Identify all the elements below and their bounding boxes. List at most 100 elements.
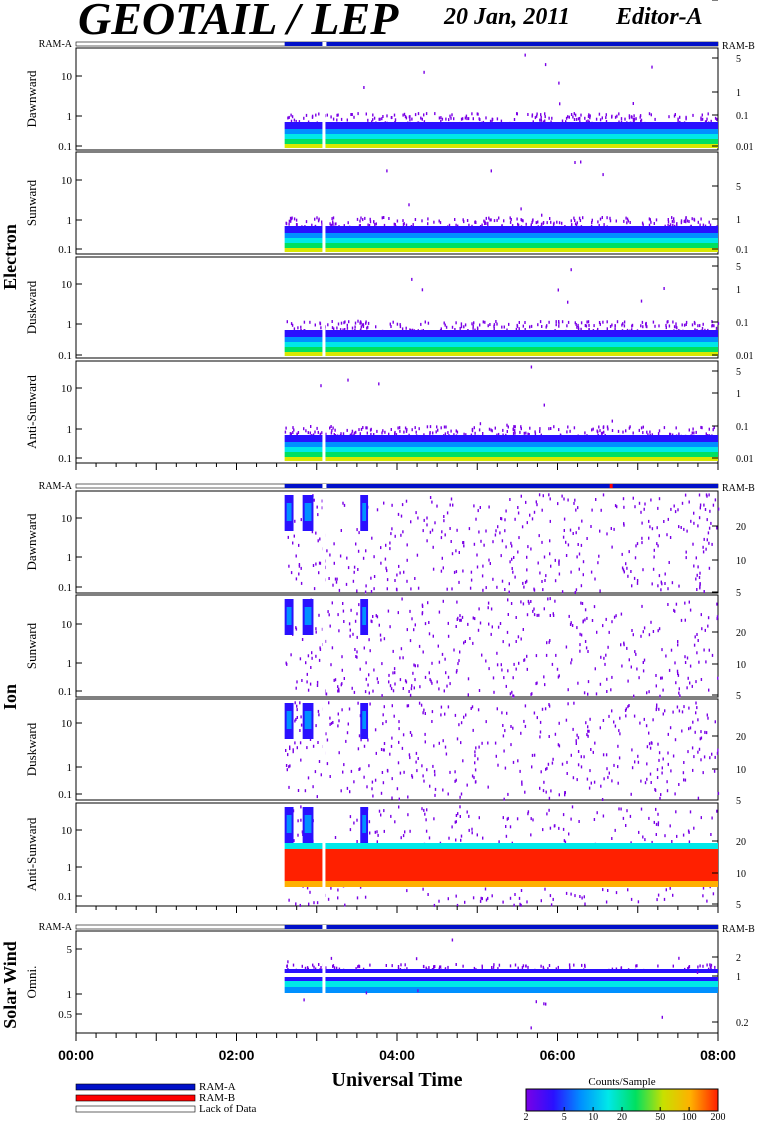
spectrogram-specks [700,217,702,221]
spectrogram-specks [439,965,442,969]
spectrogram-specks [474,750,476,754]
spectrogram-specks [355,967,357,971]
spectrogram-specks [611,675,613,679]
spectrogram-specks [571,624,574,627]
spectrogram-specks [423,70,425,74]
spectrogram-specks [298,563,301,566]
spectrogram-specks [658,534,660,538]
spectrogram-specks [520,427,522,431]
spectrogram-specks [585,324,588,328]
spectrogram-specks [467,117,470,121]
spectrogram-specks [346,731,349,735]
spectrogram-specks [657,893,660,897]
spectrogram-specks [457,662,459,666]
spectrogram-specks [456,669,458,672]
spectrogram-specks [517,223,520,227]
spectrogram-specks [476,565,479,569]
spectrogram-specks [573,426,576,430]
spectrogram-specks [356,217,359,221]
spectrogram-specks [532,609,534,613]
spectrogram-specks [295,218,298,222]
spectrogram-specks [577,763,580,767]
spectrogram-specks [458,551,460,554]
spectrogram-specks [484,887,487,891]
spectrogram-specks [677,672,679,675]
spectrogram-specks [349,815,352,819]
spectrogram-specks [311,530,314,534]
spectrogram-specks [373,575,376,578]
spectrogram-specks [602,624,604,628]
spectrogram-specks [517,511,520,515]
spectrogram-specks [614,828,616,832]
left-tick-label: 1 [67,552,73,564]
spectrogram-specks [289,745,291,749]
spectrogram-specks [680,219,683,223]
spectrogram-specks [693,217,695,221]
spectrogram-specks [540,118,542,122]
lack-of-data-gap [322,596,326,696]
spectrogram-specks [648,519,650,523]
spectrogram-specks [597,327,599,331]
spectrogram-specks [640,426,643,430]
spectrogram-specks [498,216,500,220]
spectrogram-specks [369,428,372,432]
spectrogram-band [284,330,718,337]
spectrogram-specks [479,323,481,327]
ion-burst [286,711,292,729]
spectrogram-specks [383,705,385,709]
spectrogram-specks [685,323,687,326]
spectrogram-specks [407,813,409,817]
spectrogram-specks [312,433,315,437]
spectrogram-specks [494,533,497,537]
spectrogram-specks [374,728,377,732]
spectrogram-specks [633,714,636,718]
spectrogram-specks [303,320,306,324]
spectrogram-specks [337,685,339,689]
spectrogram-specks [513,425,515,429]
spectrogram-specks [375,614,377,618]
spectrogram-specks [493,963,495,967]
spectrogram-specks [610,688,612,692]
spectrogram-specks [287,753,289,757]
spectrogram-specks [675,602,678,606]
spectrogram-specks [383,637,386,641]
spectrogram-specks [630,897,633,901]
spectrogram-specks [474,617,476,621]
spectrogram-specks [318,613,320,617]
spectrogram-specks [451,938,454,942]
spectrogram-specks [578,567,580,571]
spectrogram-specks [520,731,522,735]
spectrogram-specks [567,498,569,502]
spectrogram-specks [459,326,461,330]
spectrogram-specks [329,722,331,726]
spectrogram-specks [424,675,427,679]
spectrogram-specks [513,556,515,559]
spectrogram-specks [543,607,545,611]
spectrogram-specks [423,120,426,124]
spectrogram-specks [460,721,463,725]
spectrogram-specks [540,899,542,903]
spectrogram-specks [365,677,367,681]
spectrogram-specks [332,721,334,724]
spectrogram-specks [362,556,365,560]
spectrogram-specks [340,529,342,532]
spectrogram-specks [293,534,295,538]
spectrogram-specks [488,505,490,509]
spectrogram-specks [400,963,402,967]
right-tick-label: 0.1 [736,422,749,433]
spectrogram-specks [500,119,503,123]
spectrogram-specks [703,590,705,593]
spectrogram-specks [574,321,576,325]
spectrogram-specks [357,965,359,969]
spectrogram-specks [689,664,692,668]
spectrogram-specks [643,626,646,630]
spectrogram-specks [520,903,522,907]
spectrogram-specks [439,965,441,969]
spectrogram-specks [570,892,572,896]
spectrogram-specks [650,498,652,502]
spectrogram-specks [517,759,519,763]
spectrogram-specks [576,555,578,559]
spectrogram-specks [701,426,703,430]
spectrogram-specks [685,550,687,554]
spectrogram-specks [422,887,424,891]
